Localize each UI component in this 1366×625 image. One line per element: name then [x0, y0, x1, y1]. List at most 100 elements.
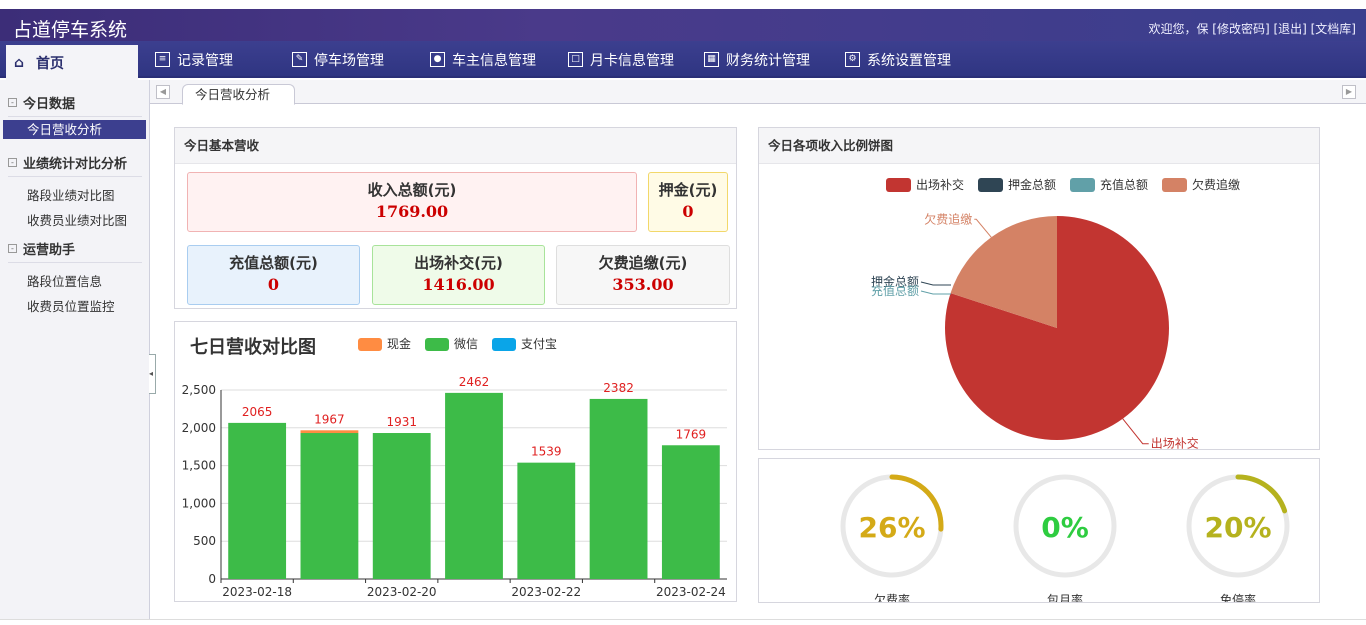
- basic-revenue-panel: 今日基本营收 收入总额(元) 1769.00 押金(元) 0 充值总额(元) 0…: [174, 127, 737, 309]
- y-tick-label: 2,500: [182, 383, 216, 397]
- app-title: 占道停车系统: [13, 19, 128, 41]
- x-tick-label: 2023-02-22: [511, 585, 581, 599]
- home-icon: ⌂: [14, 54, 25, 71]
- nav-item-owner[interactable]: ● 车主信息管理: [430, 41, 536, 78]
- pie-label: 押金总额: [871, 274, 919, 289]
- bar-chart-legend: 现金 微信 支付宝: [358, 335, 557, 352]
- y-tick-label: 2,000: [182, 421, 216, 435]
- bar: [228, 422, 287, 579]
- pie-leader-line: [920, 290, 951, 295]
- nav-item-finance[interactable]: ▦ 财务统计管理: [704, 41, 810, 78]
- deposit-label: 押金(元): [658, 181, 718, 199]
- gauge-arc: [1235, 474, 1288, 514]
- arrears-label: 欠费追缴(元): [598, 254, 688, 272]
- bar: [372, 433, 431, 579]
- deposit-value: 0: [682, 202, 694, 221]
- nav-item-settings[interactable]: ⚙ 系统设置管理: [845, 41, 951, 78]
- sidebar-item-road-location[interactable]: 路段位置信息: [27, 274, 103, 289]
- nav-item-label: 车主信息管理: [452, 52, 536, 69]
- nav-item-label: 停车场管理: [314, 52, 384, 69]
- gauge-track: [1013, 474, 1117, 578]
- list-icon: ≡: [155, 52, 170, 67]
- legend-item-alipay[interactable]: 支付宝: [492, 335, 557, 352]
- y-tick-label: 0: [208, 572, 216, 586]
- deposit-card: 押金(元) 0: [648, 172, 728, 232]
- tab-strip: ◀ ▶: [150, 80, 1366, 104]
- arrears-card: 欠费追缴(元) 353.00: [556, 245, 730, 305]
- tab-today-revenue[interactable]: 今日营收分析: [182, 84, 296, 105]
- nav-item-parking[interactable]: ✎ 停车场管理: [292, 41, 384, 78]
- y-tick-label: 1,000: [182, 496, 216, 510]
- nav-item-records[interactable]: ≡ 记录管理: [155, 41, 233, 78]
- user-links[interactable]: 欢迎您，保 [修改密码] [退出] [文档库]: [1148, 22, 1356, 36]
- legend-item-cash[interactable]: 现金: [358, 335, 411, 352]
- gauge-arc: [889, 474, 944, 532]
- bar-chart: 0 500 1,000 1,500 2,000 2,500 2065 1967 1931 2462…: [182, 375, 727, 599]
- sidebar-item-collector-location[interactable]: 收费员位置监控: [27, 299, 115, 314]
- tab-scroll-left-button[interactable]: ◀: [156, 85, 170, 99]
- pie-label: 充值总额: [871, 283, 919, 298]
- grid-icon: ▦: [704, 52, 719, 67]
- bar: [445, 392, 503, 579]
- nav-home-tab[interactable]: ⌂ 首页: [6, 45, 138, 80]
- pie-leader-line: [1122, 418, 1149, 445]
- legend-label: 欠费追缴: [1192, 177, 1240, 192]
- total-income-value: 1769.00: [375, 202, 449, 221]
- collapse-icon: -: [8, 244, 17, 253]
- bar-value-label: 1769: [676, 427, 707, 441]
- exit-payment-value: 1416.00: [422, 275, 495, 294]
- bar-value-label: 2382: [603, 381, 634, 395]
- collapse-icon: -: [8, 158, 17, 167]
- gauge-label: 欠费率: [874, 592, 910, 602]
- gauge-value: 26%: [858, 511, 925, 544]
- recharge-label: 充值总额(元): [229, 254, 318, 272]
- y-tick-label: 1,500: [182, 459, 216, 473]
- sidebar-group-label: 运营助手: [23, 243, 76, 258]
- bar-value-label: 2065: [242, 405, 273, 419]
- bar-value-label: 1931: [386, 415, 417, 429]
- legend-label: 押金总额: [1008, 177, 1056, 192]
- legend-swatch: [978, 178, 1003, 192]
- settings-icon: ⚙: [845, 52, 860, 67]
- bar: [300, 433, 359, 579]
- sidebar-group-label: 今日数据: [23, 97, 76, 112]
- sidebar-item-today-revenue[interactable]: 今日营收分析: [3, 120, 146, 139]
- bar-value-label: 2462: [459, 375, 490, 389]
- sidebar: - 今日数据 今日营收分析 - 业绩统计对比分析 路段业绩对比图 收费员业绩对比…: [0, 80, 150, 625]
- pie-label: 出场补交: [1151, 436, 1199, 449]
- recharge-value: 0: [267, 275, 280, 294]
- recharge-card: 充值总额(元) 0: [187, 245, 360, 305]
- card-icon: □: [568, 52, 583, 67]
- bar: [517, 462, 576, 579]
- gauge-value: 20%: [1204, 511, 1271, 544]
- rate-gauges: 26% 欠费率 0% 包月率 20% 免停率: [840, 474, 1290, 602]
- sidebar-group-label: 业绩统计对比分析: [23, 157, 128, 172]
- x-tick-label: 2023-02-20: [367, 585, 437, 599]
- rate-gauges-panel: 26% 欠费率 0% 包月率 20% 免停率: [758, 458, 1320, 603]
- legend-swatch: [1070, 178, 1095, 192]
- bar: [589, 398, 648, 579]
- sidebar-collapse-handle[interactable]: ◂: [149, 354, 156, 394]
- sidebar-group-operations[interactable]: - 运营助手: [8, 239, 142, 263]
- pie-leader-line: [974, 218, 992, 238]
- legend-swatch: [1162, 178, 1187, 192]
- pie-label: 欠费追缴: [924, 211, 972, 226]
- collapse-icon: -: [8, 98, 17, 107]
- app-header: 占道停车系统 欢迎您，保 [修改密码] [退出] [文档库]: [0, 9, 1366, 41]
- tab-scroll-right-button[interactable]: ▶: [1342, 85, 1356, 99]
- legend-item-wechat[interactable]: 微信: [425, 335, 478, 352]
- sidebar-group-today[interactable]: - 今日数据: [8, 93, 142, 117]
- top-strip: [0, 0, 1366, 9]
- edit-icon: ✎: [292, 52, 307, 67]
- sidebar-item-road-compare[interactable]: 路段业绩对比图: [27, 188, 115, 203]
- sidebar-item-collector-compare[interactable]: 收费员业绩对比图: [27, 213, 128, 228]
- nav-item-label: 记录管理: [177, 52, 233, 69]
- legend-label: 充值总额: [1100, 177, 1148, 192]
- main-nav: ⌂ 首页 ≡ 记录管理 ✎ 停车场管理 ● 车主信息管理 □ 月卡信息管理 ▦ …: [0, 41, 1366, 80]
- total-income-label: 收入总额(元): [367, 181, 457, 199]
- x-tick-label: 2023-02-24: [656, 585, 726, 599]
- sidebar-group-performance[interactable]: - 业绩统计对比分析: [8, 153, 142, 177]
- arrears-value: 353.00: [612, 275, 674, 294]
- nav-item-monthcard[interactable]: □ 月卡信息管理: [568, 41, 674, 78]
